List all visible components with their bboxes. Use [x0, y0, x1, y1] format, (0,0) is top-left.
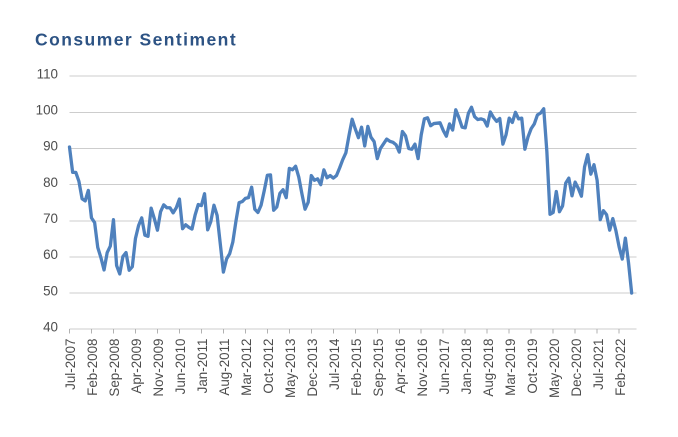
svg-text:Feb-2008: Feb-2008	[85, 339, 100, 396]
svg-text:Nov-2009: Nov-2009	[151, 339, 166, 397]
svg-text:Aug-2011: Aug-2011	[217, 339, 232, 396]
svg-text:Jan-2018: Jan-2018	[459, 339, 474, 395]
svg-text:Nov-2016: Nov-2016	[415, 339, 430, 397]
svg-text:Dec-2013: Dec-2013	[305, 339, 320, 397]
svg-text:Dec-2020: Dec-2020	[569, 339, 584, 397]
svg-text:Mar-2019: Mar-2019	[503, 339, 518, 396]
svg-text:60: 60	[43, 247, 58, 262]
svg-text:Feb-2022: Feb-2022	[613, 339, 628, 396]
svg-text:Apr-2009: Apr-2009	[129, 339, 144, 394]
svg-text:Mar-2012: Mar-2012	[239, 339, 254, 396]
svg-text:Jan-2011: Jan-2011	[195, 339, 210, 394]
svg-text:Jul-2014: Jul-2014	[327, 338, 342, 390]
svg-text:Oct-2019: Oct-2019	[525, 339, 540, 394]
svg-text:Sep-2008: Sep-2008	[107, 339, 122, 397]
svg-text:Jun-2017: Jun-2017	[437, 339, 452, 395]
svg-text:Feb-2015: Feb-2015	[349, 339, 364, 396]
svg-text:Jul-2021: Jul-2021	[591, 339, 606, 390]
svg-text:Apr-2016: Apr-2016	[393, 339, 408, 394]
svg-text:May-2020: May-2020	[547, 339, 562, 399]
svg-text:Oct-2012: Oct-2012	[261, 339, 276, 394]
svg-text:40: 40	[43, 319, 58, 334]
svg-text:50: 50	[43, 283, 58, 298]
svg-text:Jun-2010: Jun-2010	[173, 339, 188, 395]
svg-text:Consumer Sentiment: Consumer Sentiment	[35, 30, 237, 50]
svg-text:90: 90	[43, 139, 58, 154]
svg-text:70: 70	[43, 211, 58, 226]
svg-text:110: 110	[37, 66, 58, 81]
svg-text:80: 80	[43, 175, 58, 190]
svg-text:100: 100	[36, 103, 58, 118]
svg-text:May-2013: May-2013	[283, 339, 298, 399]
svg-text:Aug-2018: Aug-2018	[481, 339, 496, 397]
svg-text:Jul-2007: Jul-2007	[63, 339, 78, 390]
svg-text:Sep-2015: Sep-2015	[371, 339, 386, 397]
